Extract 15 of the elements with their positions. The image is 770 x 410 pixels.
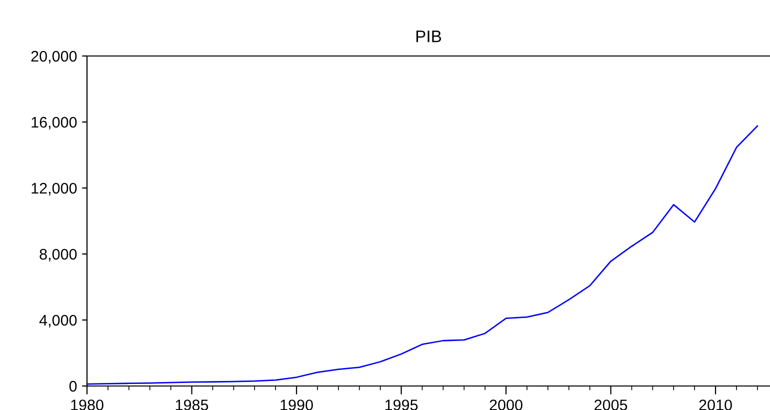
x-tick-label: 1985: [176, 400, 208, 410]
y-tick-label: 12,000: [32, 182, 77, 196]
y-tick-label: 16,000: [32, 116, 77, 130]
x-tick-label: 1980: [71, 400, 104, 410]
x-tick-label: 2010: [699, 400, 732, 410]
x-tick-label: 1990: [280, 400, 313, 410]
y-tick-label: 4,000: [39, 314, 77, 328]
y-tick-label: 20,000: [31, 50, 77, 64]
x-tick-label: 2005: [594, 400, 628, 410]
y-tick-label: 8,000: [40, 248, 77, 262]
x-tick-label: 1995: [385, 400, 418, 410]
x-tick-label: 2000: [490, 400, 522, 410]
line-series: [87, 125, 758, 385]
y-tick-label: 0: [69, 380, 77, 392]
chart-title: PIB: [416, 30, 442, 42]
